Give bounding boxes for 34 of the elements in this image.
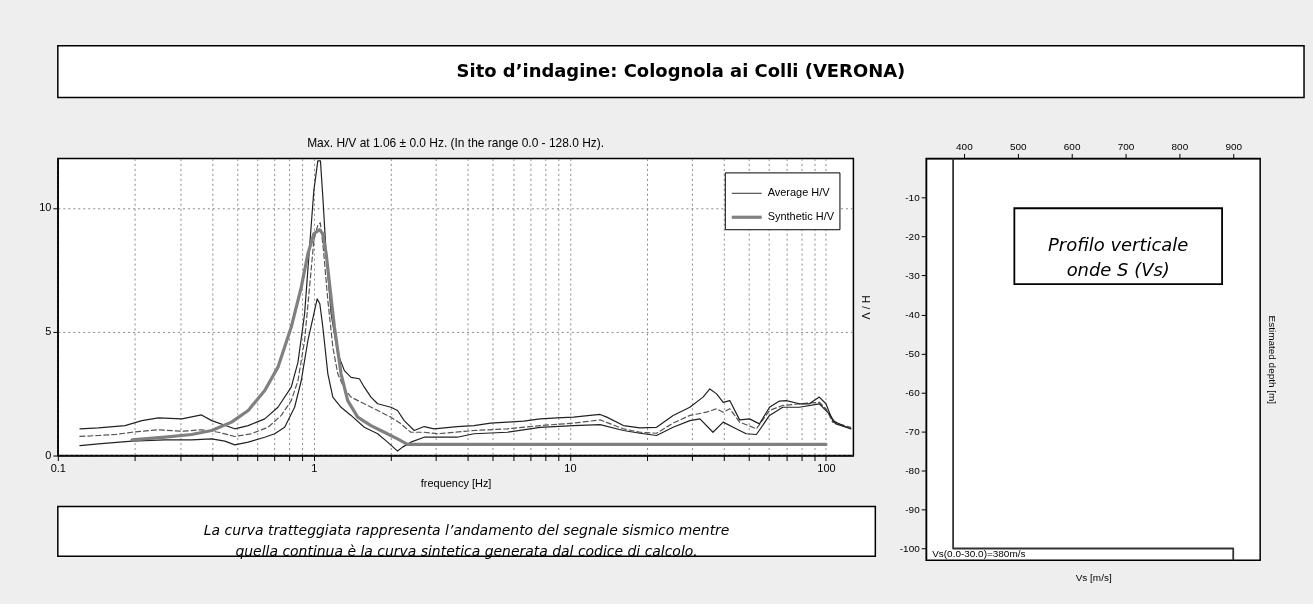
annotation: Profilo verticale onde S (Vs) xyxy=(1048,234,1189,281)
text: Sito d’indagine: Colognola ai Colli (VERONA) xyxy=(456,59,906,81)
y-tick-label: -90 xyxy=(905,503,921,515)
y-tick-label: -100 xyxy=(899,543,921,554)
x-tick-label: 0.1 xyxy=(50,461,66,474)
x-tick-label: 400 xyxy=(956,140,974,152)
x-tick-label: 10 xyxy=(564,461,577,474)
annotation: Vs(0.0-30.0)=380m/s xyxy=(932,548,1026,560)
y-tick-label: 0 xyxy=(45,449,52,462)
y-tick-label: -70 xyxy=(905,425,921,437)
x-axis-title: frequency [Hz] xyxy=(420,476,492,489)
y-tick-label: 5 xyxy=(45,325,52,338)
x-axis-title: Vs [m/s] xyxy=(1075,571,1112,583)
y-tick-label: -60 xyxy=(905,386,921,398)
text: La curva tratteggiata rappresenta l’andamento del segnale sismico mentre quella continua è la curva sintetica generata dal codice di calcolo. xyxy=(203,522,730,559)
y-tick-label: -50 xyxy=(905,347,921,359)
legend-label: Synthetic H/V xyxy=(767,210,835,223)
chart-title: Max. H/V at 1.06 ± 0.0 Hz. (In the range 0.0 - 128.0 Hz). xyxy=(307,136,605,151)
x-tick-label: 900 xyxy=(1225,140,1243,152)
legend-label: Average H/V xyxy=(767,186,831,199)
y-tick-label: -30 xyxy=(905,269,921,281)
x-tick-label: 600 xyxy=(1063,140,1081,152)
x-tick-label: 800 xyxy=(1171,140,1189,152)
x-tick-label: 700 xyxy=(1117,140,1135,152)
x-tick-label: 100 xyxy=(817,461,836,474)
y-tick-label: 10 xyxy=(39,201,52,214)
x-tick-label: 1 xyxy=(311,461,318,474)
y-axis-title: H / V xyxy=(859,295,872,321)
y-tick-label: -10 xyxy=(905,191,921,203)
y-axis-title: Estimated depth [m] xyxy=(1266,315,1278,405)
y-tick-label: -20 xyxy=(905,230,921,242)
y-tick-label: -80 xyxy=(905,464,921,476)
y-tick-label: -40 xyxy=(905,308,921,320)
x-tick-label: 500 xyxy=(1009,140,1028,152)
